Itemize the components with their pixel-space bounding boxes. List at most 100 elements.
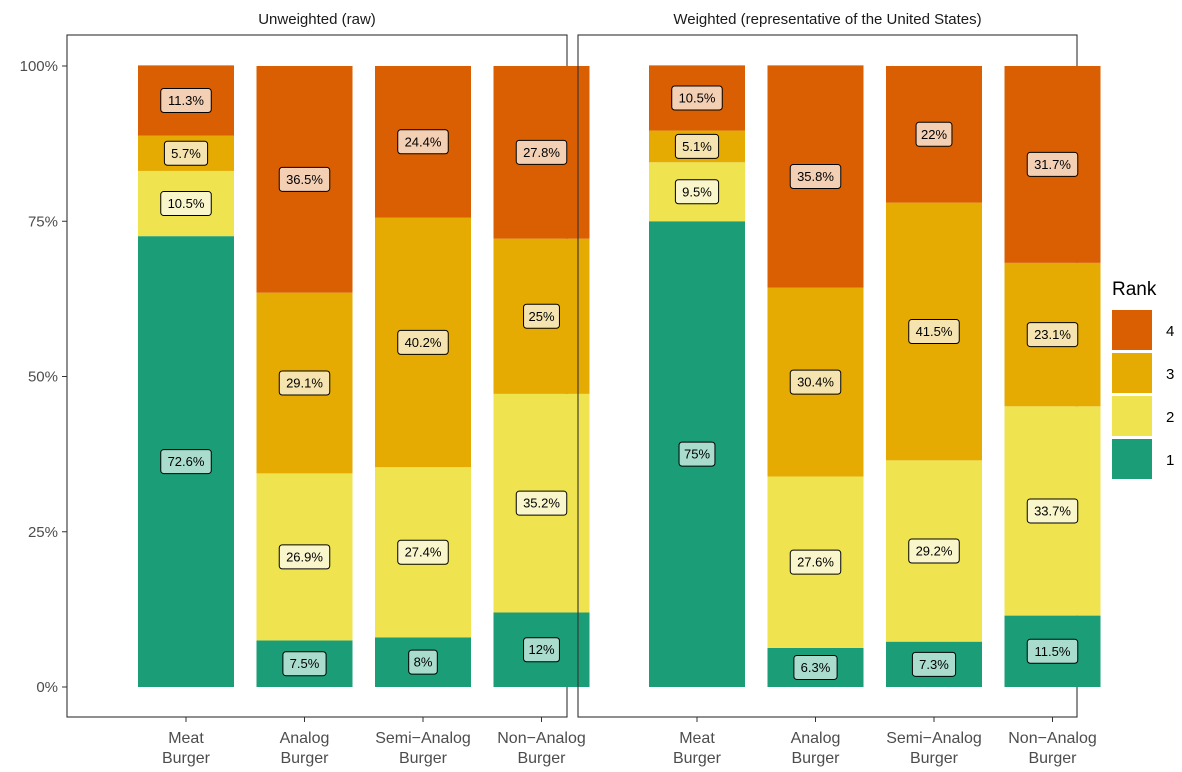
data-label-text: 27.8%: [523, 145, 560, 160]
legend: Rank 4 3 2 1: [1112, 279, 1174, 479]
x-tick-label: Burger: [791, 750, 840, 767]
data-label: 5.1%: [674, 133, 720, 159]
data-label: 35.2%: [515, 490, 568, 516]
data-label-box: [674, 133, 720, 159]
data-label-box: [163, 140, 209, 166]
data-label-text: 40.2%: [405, 335, 442, 350]
data-label: 23.1%: [1026, 322, 1079, 348]
data-label-box: [515, 490, 568, 516]
legend-swatch: [1112, 396, 1152, 436]
data-label: 29.2%: [908, 538, 960, 564]
data-label-box: [1026, 498, 1079, 524]
data-label-box: [789, 549, 842, 575]
x-tick-label: Analog: [280, 730, 330, 747]
x-tick-label: Non−Analog: [1008, 730, 1097, 747]
data-label-text: 9.5%: [682, 184, 712, 199]
facet-panels: Unweighted (raw) 72.6% 10.5% 5.7% 11.3% Meat B…: [66, 11, 1101, 767]
data-label-text: 41.5%: [916, 324, 953, 339]
data-label-text: 23.1%: [1034, 327, 1071, 342]
data-label-box: [915, 121, 953, 147]
x-tick-label: Burger: [399, 750, 448, 767]
data-label-text: 24.4%: [405, 134, 442, 149]
data-label-box: [1026, 322, 1079, 348]
data-label: 41.5%: [908, 318, 960, 344]
y-tick-label: 75%: [28, 213, 58, 230]
data-label: 75%: [678, 441, 716, 467]
legend-entry: 3: [1112, 353, 1174, 393]
legend-title: Rank: [1112, 279, 1157, 300]
data-label-text: 7.3%: [919, 657, 949, 672]
data-label-text: 27.4%: [405, 545, 442, 560]
data-label-text: 31.7%: [1034, 157, 1071, 172]
data-label-box: [160, 191, 212, 217]
data-label-text: 12%: [528, 642, 554, 657]
data-label-box: [397, 539, 449, 565]
legend-label: 1: [1166, 452, 1174, 469]
data-label-box: [523, 303, 560, 329]
data-label: 10.5%: [671, 85, 723, 111]
data-label-text: 75%: [684, 447, 710, 462]
x-tick-label: Burger: [673, 750, 722, 767]
data-label-box: [789, 164, 842, 190]
panel-2: Weighted (representative of the United S…: [577, 11, 1101, 767]
data-label: 8%: [408, 649, 438, 675]
x-tick-label: Meat: [679, 730, 715, 747]
y-axis: 0% 25% 50% 75% 100%: [20, 58, 67, 696]
data-label-text: 35.2%: [523, 496, 560, 511]
legend-label: 3: [1166, 366, 1174, 383]
data-label-text: 22%: [921, 127, 947, 142]
legend-entry: 1: [1112, 439, 1174, 479]
x-tick-label: Burger: [1028, 750, 1077, 767]
data-label-box: [793, 654, 838, 680]
data-label: 30.4%: [789, 369, 842, 395]
data-label-text: 26.9%: [286, 549, 323, 564]
data-label-text: 33.7%: [1034, 503, 1071, 518]
data-label: 22%: [915, 121, 953, 147]
data-label-box: [278, 370, 331, 396]
data-label-box: [1026, 638, 1079, 664]
data-label: 12%: [523, 637, 560, 663]
data-label-box: [674, 179, 720, 205]
data-label-text: 11.3%: [168, 93, 204, 108]
data-label: 7.3%: [911, 651, 957, 677]
data-label-text: 29.2%: [916, 544, 953, 559]
data-label-box: [911, 651, 957, 677]
legend-entry: 2: [1112, 396, 1174, 436]
data-label-text: 5.1%: [682, 139, 712, 154]
data-label-text: 30.4%: [797, 375, 834, 390]
data-label-box: [1026, 151, 1079, 177]
data-label-box: [282, 651, 327, 677]
data-label-text: 36.5%: [286, 172, 323, 187]
data-label-box: [908, 318, 960, 344]
data-label-box: [278, 544, 331, 570]
x-tick-label: Burger: [910, 750, 959, 767]
data-label-text: 10.5%: [168, 196, 205, 211]
panel-1: Unweighted (raw) 72.6% 10.5% 5.7% 11.3% Meat B…: [66, 11, 590, 767]
data-label-box: [515, 139, 568, 165]
data-label-text: 27.6%: [797, 555, 834, 570]
data-label-text: 25%: [528, 309, 554, 324]
x-tick-label: Semi−Analog: [886, 730, 982, 747]
x-tick-label: Semi−Analog: [375, 730, 471, 747]
data-label-text: 29.1%: [286, 376, 323, 391]
x-tick-label: Analog: [791, 730, 841, 747]
y-tick-label: 0%: [36, 679, 58, 696]
data-label-box: [523, 637, 560, 663]
data-label-box: [408, 649, 438, 675]
data-label-box: [678, 441, 716, 467]
data-label-box: [671, 85, 723, 111]
data-label: 29.1%: [278, 370, 331, 396]
data-label-box: [397, 129, 449, 155]
data-label: 10.5%: [160, 191, 212, 217]
data-label-text: 6.3%: [801, 660, 831, 675]
data-label-text: 5.7%: [171, 146, 201, 161]
y-tick-label: 100%: [20, 58, 58, 75]
data-label: 11.3%: [160, 87, 212, 113]
x-tick-label: Burger: [162, 750, 211, 767]
legend-entry: 4: [1112, 310, 1174, 350]
legend-swatch: [1112, 439, 1152, 479]
legend-swatch: [1112, 353, 1152, 393]
data-label-box: [908, 538, 960, 564]
panel-title: Unweighted (raw): [258, 11, 376, 28]
